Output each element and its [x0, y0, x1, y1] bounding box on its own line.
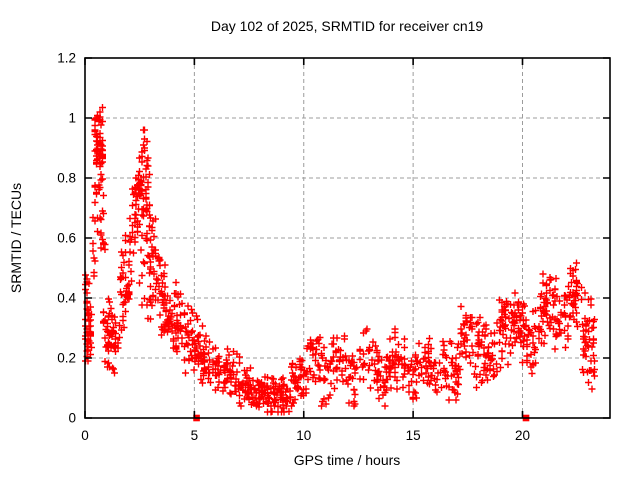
y-tick-label: 0.6	[57, 231, 76, 246]
tick-labels: 0 5 10 15 20 0 0.2 0.4 0.6 0.8 1 1.2	[57, 51, 530, 444]
y-tick-label: 0	[68, 411, 76, 426]
plot-frame	[84, 57, 611, 419]
data-points	[82, 104, 598, 422]
gridlines	[85, 58, 610, 418]
y-tick-label: 0.2	[57, 351, 76, 366]
scatter-plus-markers	[82, 104, 598, 416]
x-axis-label: GPS time / hours	[294, 452, 401, 468]
y-tick-label: 1.2	[57, 51, 76, 66]
x-tick-label: 5	[191, 428, 199, 443]
y-axis-label: SRMTID / TECUs	[8, 183, 24, 293]
y-tick-label: 0.8	[57, 171, 76, 186]
x-tick-label: 10	[296, 428, 311, 443]
axis-ticks	[84, 57, 610, 419]
y-tick-label: 1	[68, 111, 76, 126]
chart-title: Day 102 of 2025, SRMTID for receiver cn1…	[211, 18, 484, 34]
x-tick-label: 20	[515, 428, 530, 443]
x-tick-label: 0	[81, 428, 89, 443]
x-tick-label: 15	[406, 428, 421, 443]
y-tick-label: 0.4	[57, 291, 76, 306]
